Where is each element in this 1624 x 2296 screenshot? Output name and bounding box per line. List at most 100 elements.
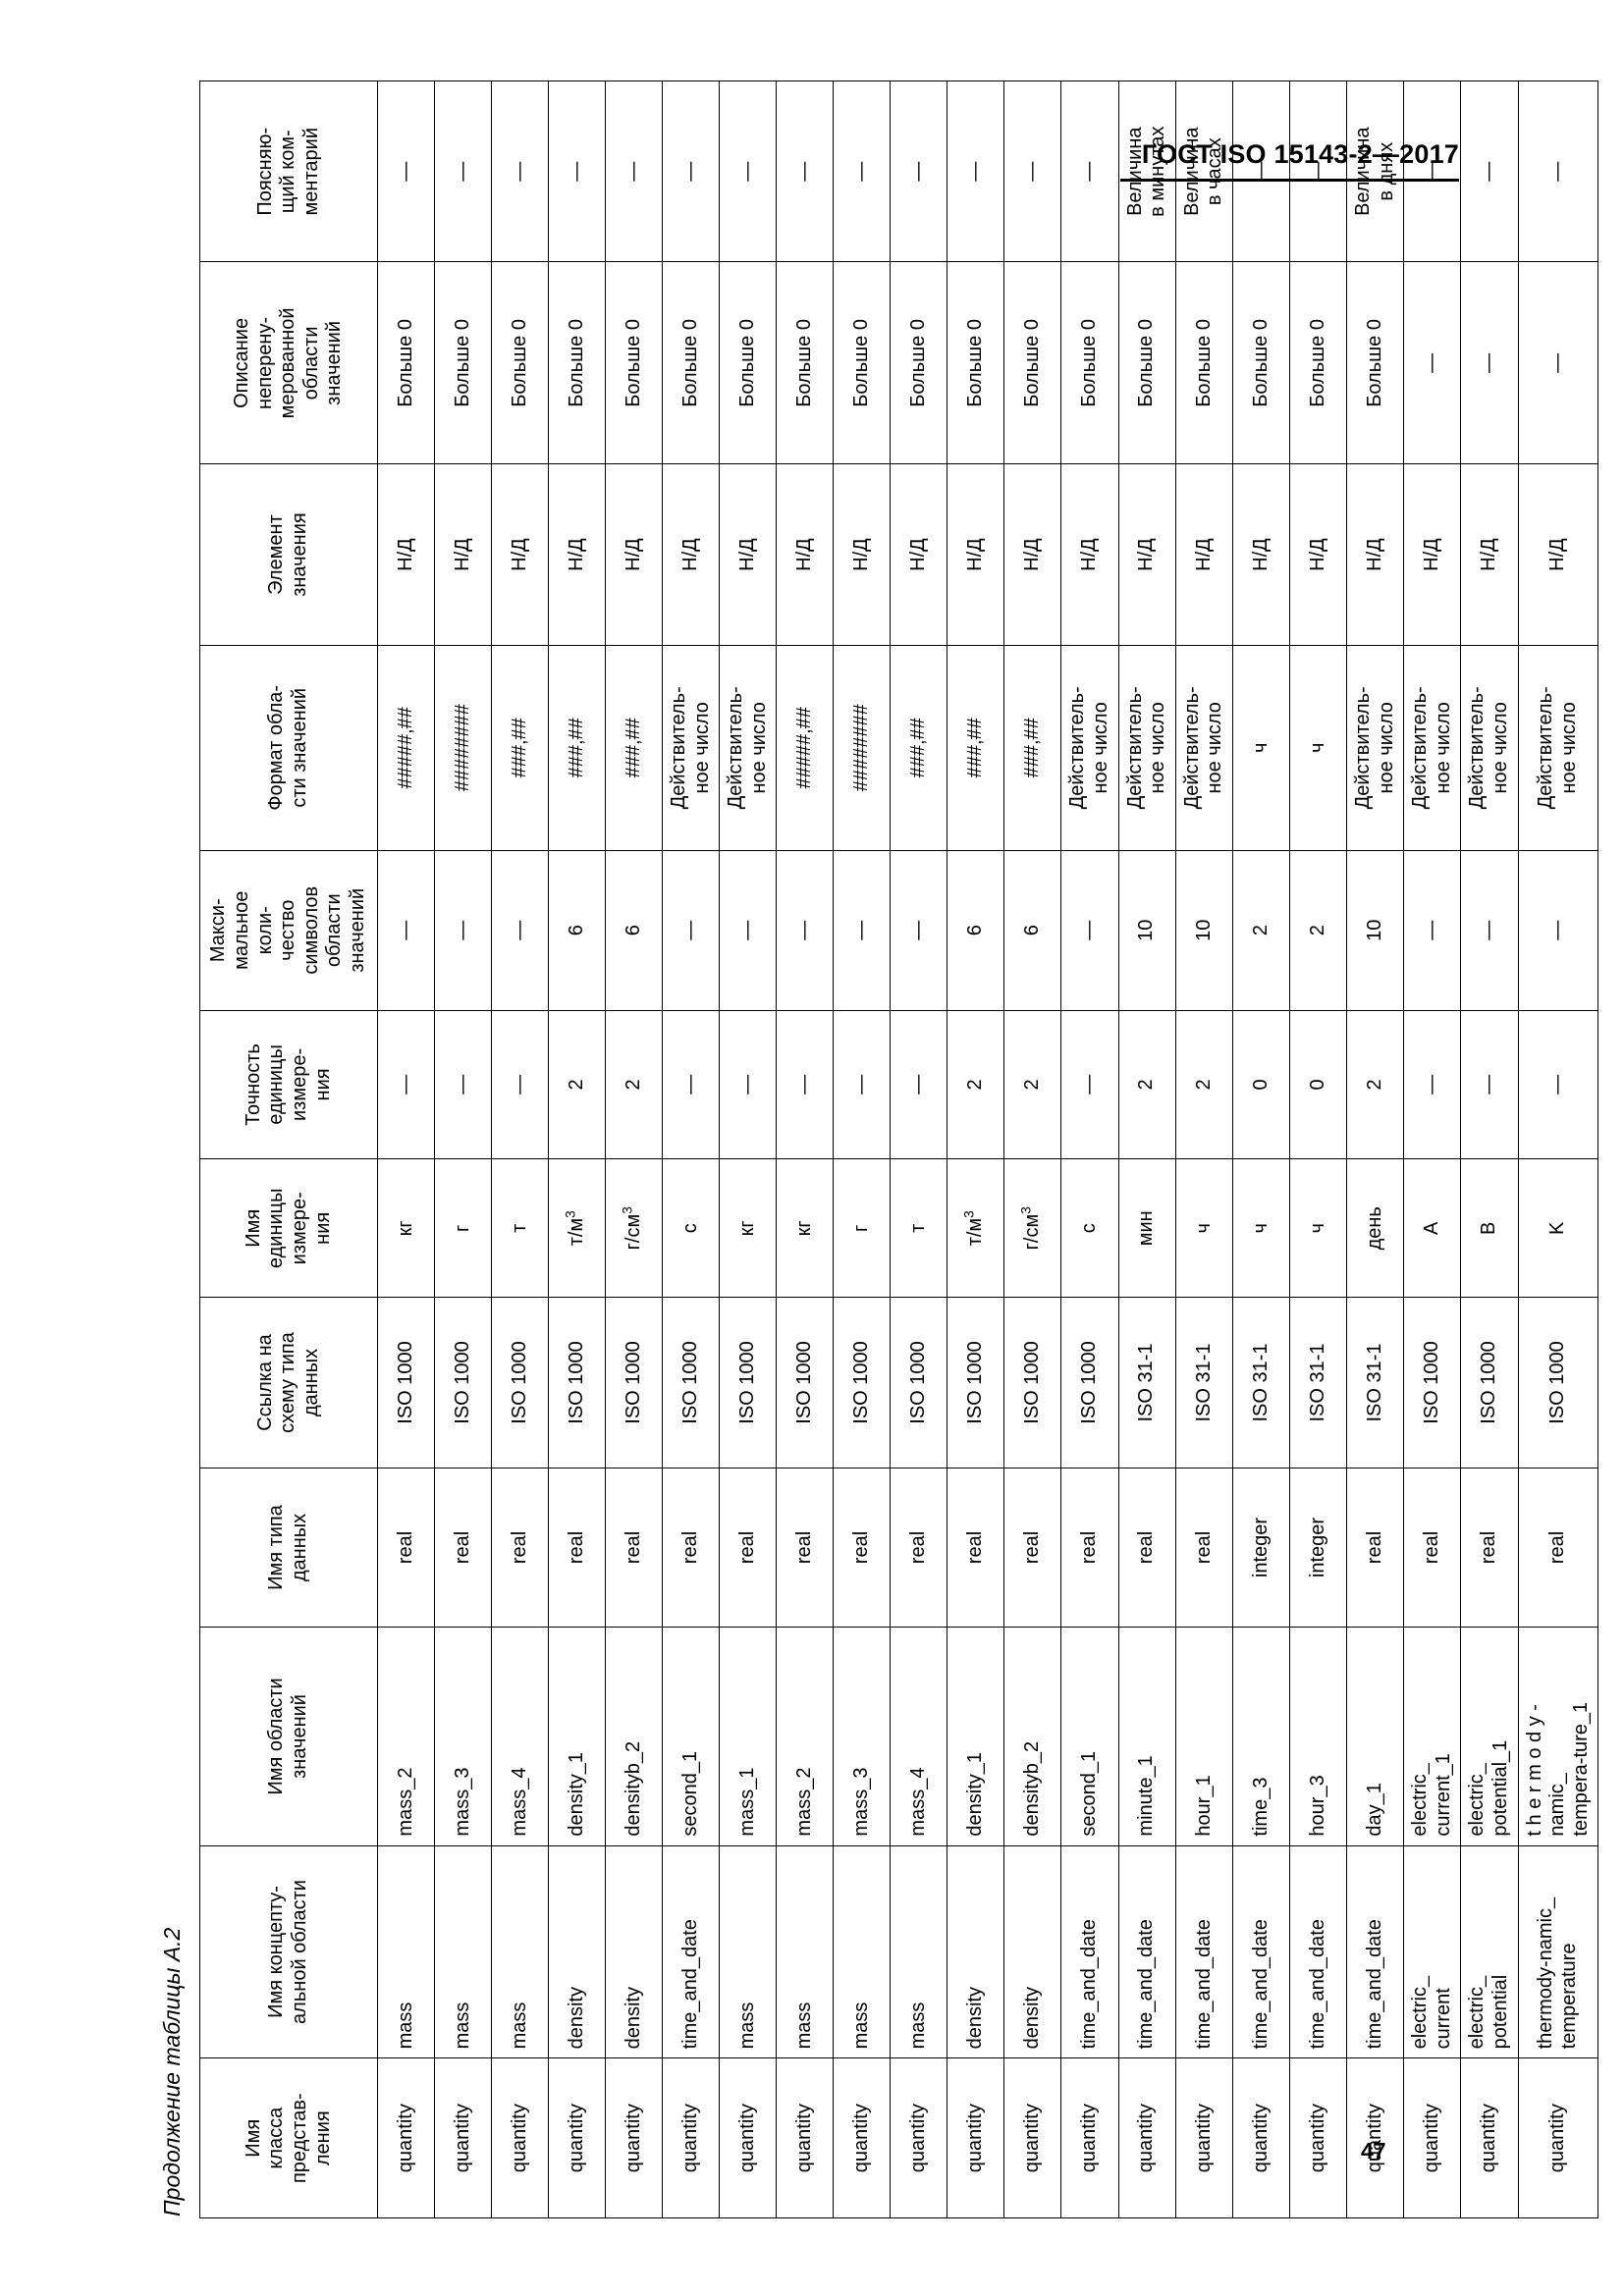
cell-domain-description: Больше 0 bbox=[605, 261, 663, 464]
cell-precision: — bbox=[1403, 1009, 1461, 1159]
cell-domain-description: Больше 0 bbox=[1003, 261, 1061, 464]
cell-domain-description: Больше 0 bbox=[1346, 261, 1404, 464]
col-header-line: единицы bbox=[265, 1043, 288, 1125]
cell-value-element: Н/Д bbox=[662, 463, 720, 645]
cell-datatype: real bbox=[833, 1467, 891, 1628]
cell-class-name: quantity bbox=[890, 2057, 947, 2217]
col-header-line: области bbox=[323, 892, 346, 967]
cell-datatype: integer bbox=[1232, 1467, 1290, 1628]
col-header-line: Имя концепту- bbox=[265, 1885, 288, 2018]
cell-comment: — bbox=[1289, 80, 1347, 262]
col-header-line: символов bbox=[299, 885, 322, 975]
cell-value-element: Н/Д bbox=[1289, 463, 1347, 645]
cell-schema-ref: ISO 31-1 bbox=[1289, 1297, 1347, 1468]
cell-value-domain: mass_2 bbox=[776, 1627, 834, 1845]
cell-concept: mass bbox=[491, 1844, 549, 2058]
cell-datatype: real bbox=[662, 1467, 720, 1628]
cell-comment: — bbox=[377, 80, 435, 262]
cell-concept: density bbox=[1003, 1844, 1061, 2058]
cell-comment: — bbox=[548, 80, 606, 262]
cell-value-element: Н/Д bbox=[776, 463, 834, 645]
col-header-comment: Поясняю-щий ком-ментарий bbox=[199, 80, 378, 262]
col-header-line: Формат обла- bbox=[265, 684, 288, 811]
cell-domain-description: Больше 0 bbox=[947, 261, 1004, 464]
cell-comment: Величина в днях bbox=[1346, 80, 1404, 262]
cell-format: Действитель-ное число bbox=[1460, 644, 1518, 850]
cell-comment: — bbox=[434, 80, 492, 262]
cell-schema-ref: ISO 1000 bbox=[491, 1297, 549, 1468]
cell-unit: кг bbox=[719, 1158, 777, 1298]
cell-unit: г bbox=[434, 1158, 492, 1298]
cell-max-chars: 6 bbox=[1003, 849, 1061, 1010]
table-row: quantity mass mass_4 real ISO 1000 т — — ###,## Н… bbox=[890, 80, 947, 2217]
cell-domain-description: Больше 0 bbox=[1060, 261, 1119, 464]
cell-schema-ref: ISO 1000 bbox=[890, 1297, 947, 1468]
col-header-value-element: Элемент значения bbox=[199, 463, 378, 645]
cell-comment: — bbox=[1003, 80, 1061, 262]
cell-class-name: quantity bbox=[1289, 2057, 1347, 2217]
cell-comment: Величина в часах bbox=[1175, 80, 1233, 262]
cell-class-name: quantity bbox=[1403, 2057, 1461, 2217]
col-header-line: измере- bbox=[289, 1047, 310, 1121]
cell-unit: кг bbox=[377, 1158, 435, 1298]
cell-value-element: Н/Д bbox=[1460, 463, 1518, 645]
cell-domain-description: — bbox=[1518, 261, 1598, 464]
cell-value-element: Н/Д bbox=[1518, 463, 1598, 645]
cell-precision: — bbox=[1460, 1009, 1518, 1159]
col-header-class-name: Имя класса представ-ления bbox=[199, 2057, 378, 2217]
cell-schema-ref: ISO 1000 bbox=[1460, 1297, 1518, 1468]
cell-value-domain: electric_ potential_1 bbox=[1460, 1627, 1518, 1845]
cell-concept: mass bbox=[377, 1844, 435, 2058]
col-header-line: ния bbox=[311, 1067, 334, 1100]
cell-value-domain: electric_ current_1 bbox=[1403, 1627, 1461, 1845]
cell-max-chars: 2 bbox=[1232, 849, 1290, 1010]
cell-precision: — bbox=[434, 1009, 492, 1159]
col-header-line: Описание bbox=[231, 317, 253, 408]
col-header-line: Имя типа bbox=[265, 1504, 288, 1590]
cell-schema-ref: ISO 31-1 bbox=[1175, 1297, 1233, 1468]
cell-schema-ref: ISO 1000 bbox=[548, 1297, 606, 1468]
cell-format: ###,## bbox=[491, 644, 549, 850]
cell-domain-description: Больше 0 bbox=[890, 261, 947, 464]
cell-comment: — bbox=[833, 80, 891, 262]
table-row: quantity density density_1 real ISO 1000 т/м3… bbox=[947, 80, 1004, 2217]
col-header-line: значения bbox=[289, 511, 310, 597]
cell-comment: Величина в минутах bbox=[1118, 80, 1176, 262]
col-header-line: единицы bbox=[265, 1188, 288, 1268]
cell-schema-ref: ISO 1000 bbox=[1003, 1297, 1061, 1468]
cell-precision: — bbox=[1518, 1009, 1598, 1159]
cell-precision: — bbox=[719, 1009, 777, 1159]
cell-precision: 2 bbox=[947, 1009, 1004, 1159]
cell-concept: density bbox=[548, 1844, 606, 2058]
cell-value-element: Н/Д bbox=[1346, 463, 1404, 645]
col-header-line: значений bbox=[323, 320, 346, 405]
cell-class-name: quantity bbox=[662, 2057, 720, 2217]
document-running-header: ГОСТ ISO 15143-2—2017 bbox=[1141, 139, 1459, 169]
cell-datatype: integer bbox=[1289, 1467, 1347, 1628]
table-row: quantity mass mass_2 real ISO 1000 кг — — #####,… bbox=[776, 80, 834, 2217]
cell-datatype: real bbox=[1346, 1467, 1404, 1628]
col-header-concept: Имя концепту-альной области bbox=[199, 1844, 378, 2058]
cell-domain-description: — bbox=[1403, 261, 1461, 464]
table-row: quantity mass mass_1 real ISO 1000 кг — — Действ… bbox=[719, 80, 777, 2217]
cell-datatype: real bbox=[1518, 1467, 1598, 1628]
cell-domain-description: Больше 0 bbox=[548, 261, 606, 464]
cell-value-element: Н/Д bbox=[434, 463, 492, 645]
cell-max-chars: — bbox=[434, 849, 492, 1010]
col-header-line: Ссылка на bbox=[253, 1333, 276, 1431]
cell-max-chars: — bbox=[890, 849, 947, 1010]
cell-domain-description: Больше 0 bbox=[776, 261, 834, 464]
cell-comment: — bbox=[890, 80, 947, 262]
table-row: quantity mass mass_4 real ISO 1000 т — — ###,## Н… bbox=[491, 80, 549, 2217]
cell-domain-description: Больше 0 bbox=[662, 261, 720, 464]
cell-class-name: quantity bbox=[1118, 2057, 1176, 2217]
col-header-line: чество bbox=[277, 899, 299, 961]
cell-domain-description: Больше 0 bbox=[719, 261, 777, 464]
cell-datatype: real bbox=[1118, 1467, 1176, 1628]
cell-format: ч bbox=[1232, 644, 1290, 850]
page-number: 47 bbox=[1361, 2138, 1386, 2163]
cell-precision: — bbox=[377, 1009, 435, 1159]
cell-value-domain: second_1 bbox=[1060, 1627, 1119, 1845]
table-row: quantity time_and_date hour_1 real ISO 31-1 ч… bbox=[1175, 80, 1233, 2217]
